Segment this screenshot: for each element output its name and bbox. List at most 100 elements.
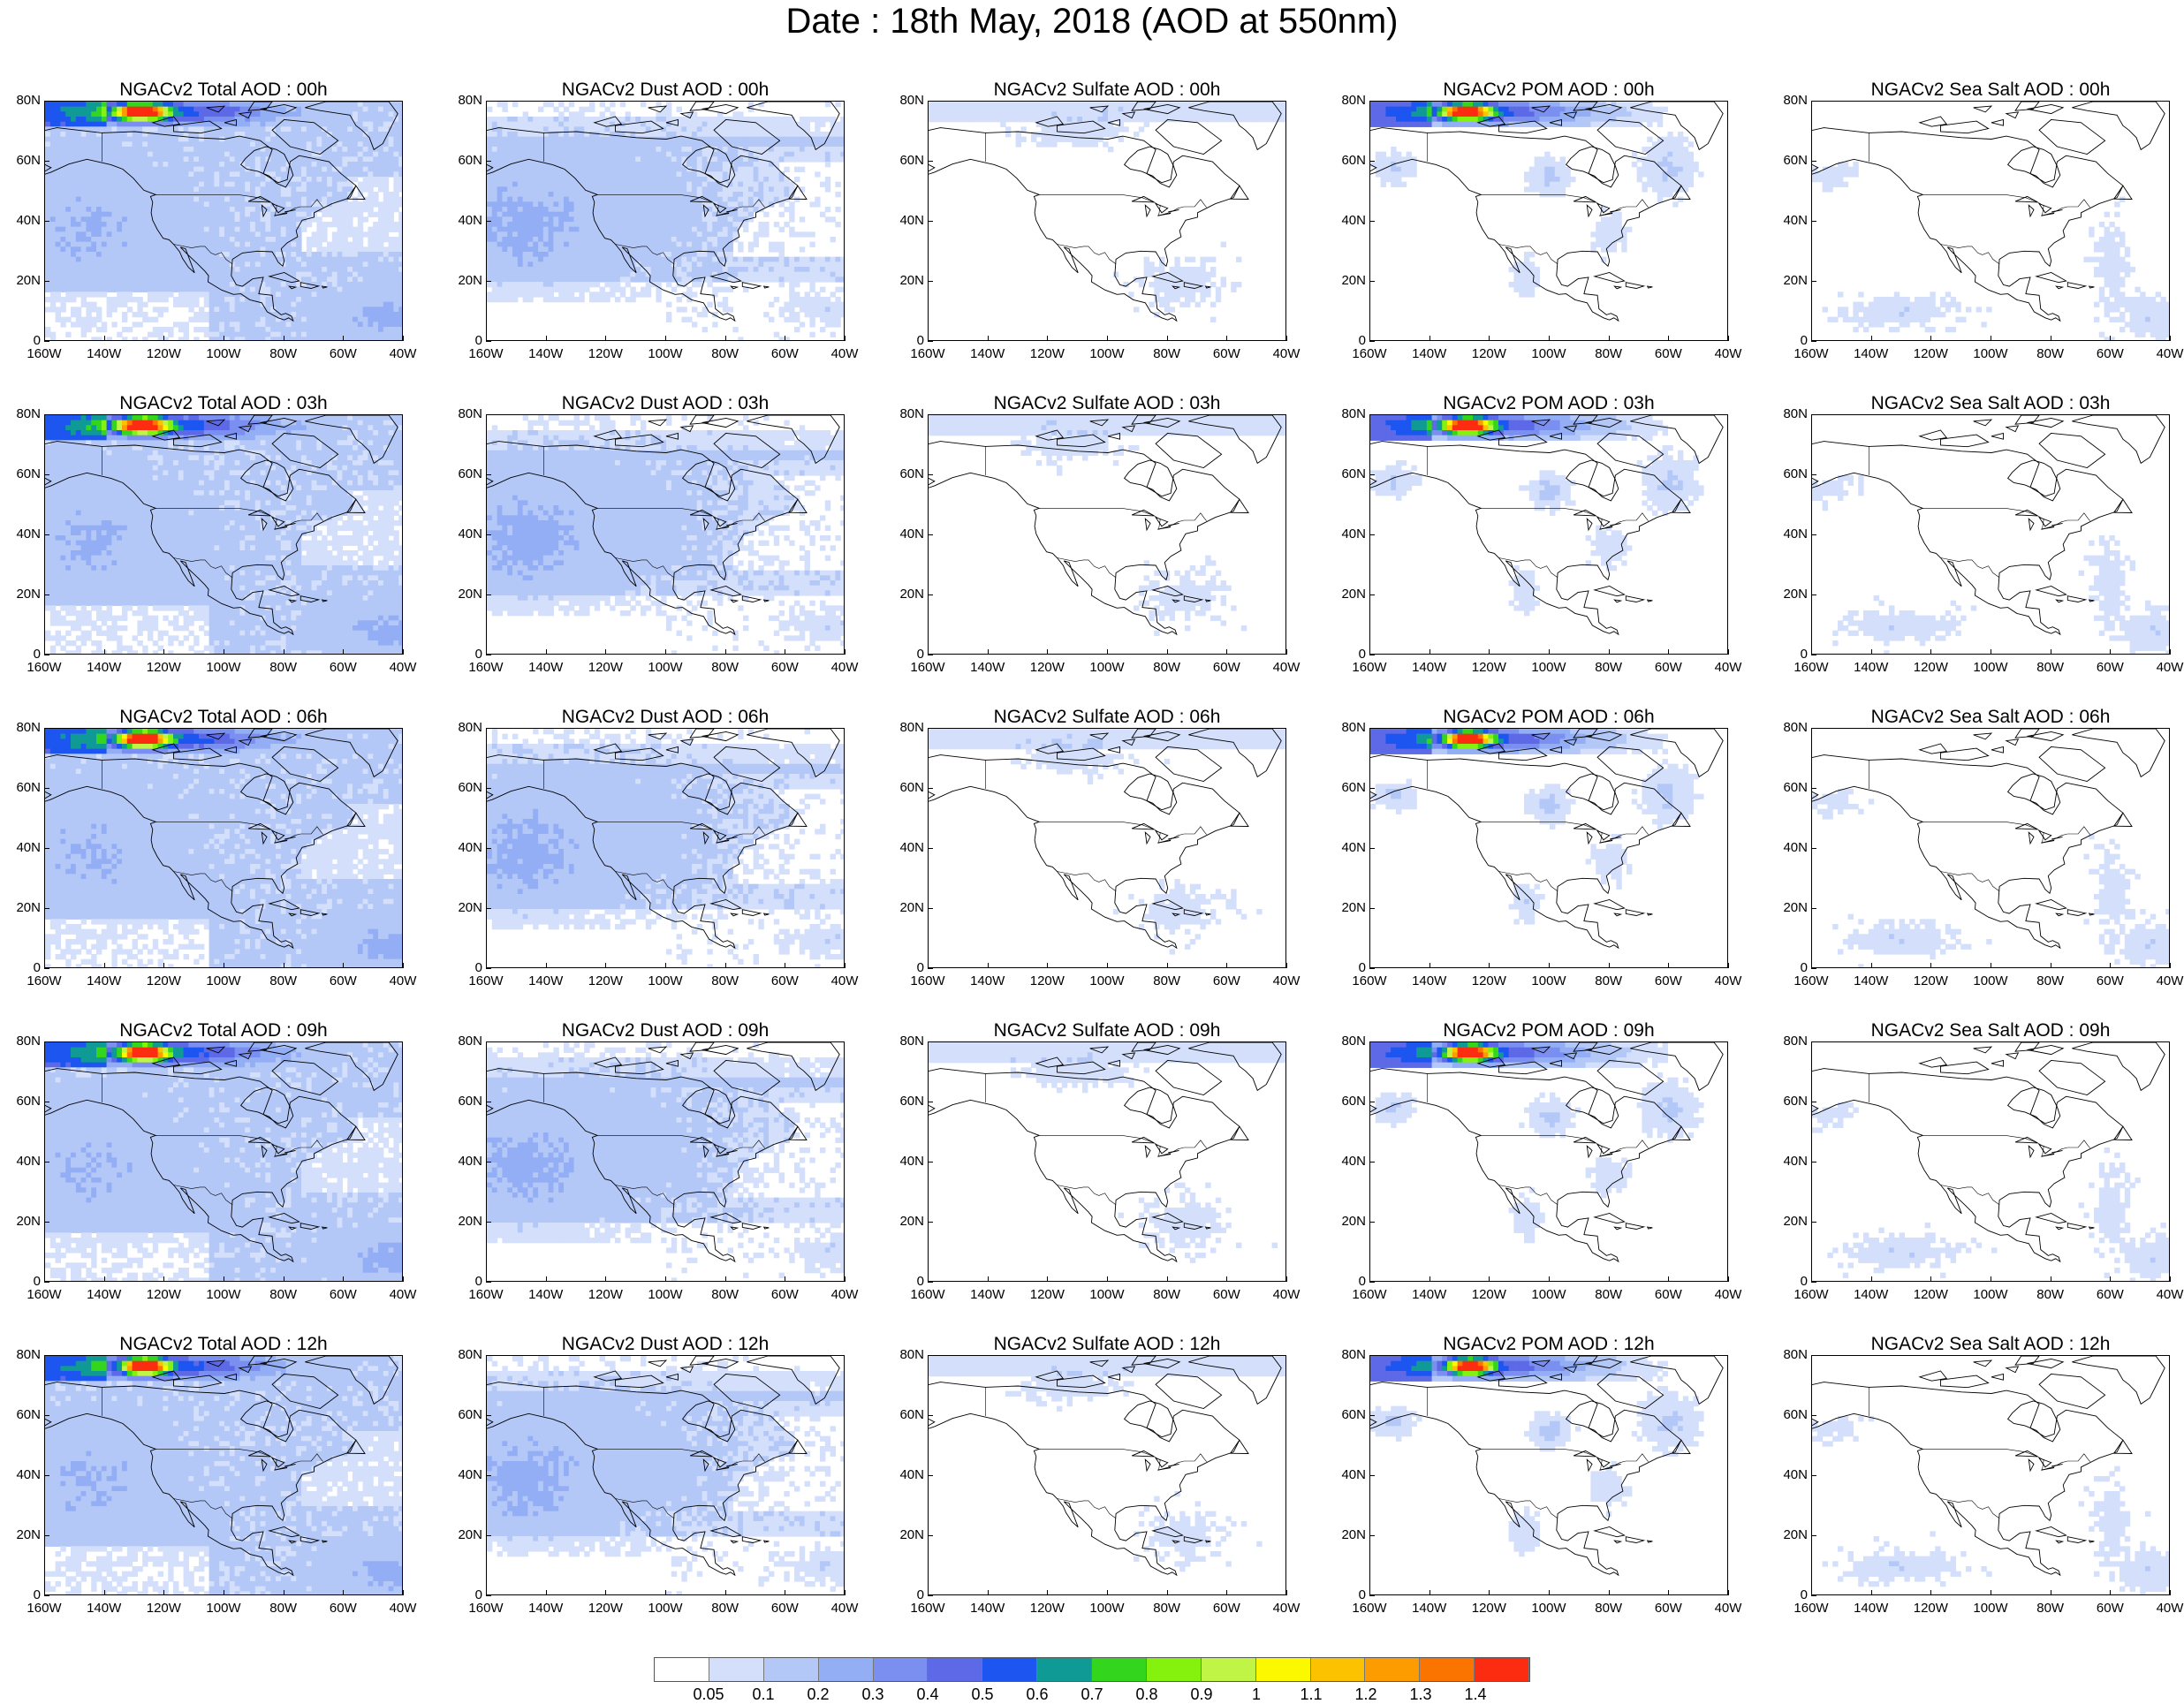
y-tick-label: 60N <box>887 153 924 168</box>
x-tick <box>1609 963 1610 968</box>
coastline <box>2008 1401 2060 1442</box>
aod-map <box>1811 101 2170 341</box>
x-tick <box>44 1276 45 1282</box>
x-tick <box>1811 963 1812 968</box>
x-tick-label: 120W <box>579 973 632 988</box>
x-tick-label: 60W <box>316 660 369 675</box>
x-tick-label: 60W <box>1642 660 1695 675</box>
x-tick-label: 160W <box>1343 660 1396 675</box>
aod-field <box>1812 729 2170 968</box>
x-tick <box>1930 649 1931 655</box>
coastline <box>1812 1382 2123 1576</box>
coastline <box>1574 1450 1596 1457</box>
x-tick <box>163 1276 164 1282</box>
x-tick-label: 120W <box>1904 1601 1957 1616</box>
colorbar-swatch <box>1202 1658 1256 1681</box>
aod-field <box>45 102 403 341</box>
x-tick-label: 80W <box>2024 1287 2077 1302</box>
x-tick-label: 160W <box>459 346 512 361</box>
x-tick <box>2170 336 2171 341</box>
x-tick <box>104 1276 105 1282</box>
x-tick-label: 140W <box>1403 660 1456 675</box>
x-tick <box>928 649 929 655</box>
panel-title: NGACv2 Sea Salt AOD : 12h <box>1811 1334 2170 1355</box>
coastline <box>1648 286 1653 288</box>
coastline <box>2114 813 2132 826</box>
y-tick-label: 80N <box>445 406 482 421</box>
coastline <box>2039 518 2051 526</box>
y-tick <box>44 1222 49 1223</box>
aod-map <box>1369 414 1728 655</box>
coastline <box>1156 433 1222 467</box>
x-tick-label: 120W <box>137 1287 190 1302</box>
colorbar-swatch <box>764 1658 819 1681</box>
y-tick-label: 80N <box>1771 720 1808 735</box>
y-tick-label: 20N <box>887 273 924 288</box>
y-tick <box>1369 474 1375 475</box>
x-tick-label: 80W <box>257 973 310 988</box>
coastline <box>1156 1060 1222 1094</box>
x-tick <box>104 1590 105 1595</box>
x-tick-label: 40W <box>818 346 871 361</box>
x-tick <box>1167 336 1168 341</box>
y-tick-label: 20N <box>445 273 482 288</box>
coastline <box>1626 596 1643 602</box>
y-tick-label: 80N <box>1329 406 1366 421</box>
x-tick-label: 60W <box>1200 1287 1253 1302</box>
x-tick <box>1429 649 1430 655</box>
political-border <box>1039 822 1207 843</box>
y-tick-label: 80N <box>445 1347 482 1362</box>
aod-cells <box>45 415 403 655</box>
y-tick <box>928 1041 933 1042</box>
x-tick <box>44 336 45 341</box>
panel-title: NGACv2 POM AOD : 09h <box>1369 1020 1728 1041</box>
x-tick-label: 120W <box>579 346 632 361</box>
aod-map <box>928 414 1286 655</box>
y-tick-label: 60N <box>1771 153 1808 168</box>
x-tick-label: 160W <box>459 1601 512 1616</box>
x-tick <box>1811 649 1812 655</box>
aod-cells <box>45 1356 403 1595</box>
aod-field <box>1370 102 1728 341</box>
x-tick <box>1811 336 1812 341</box>
coastline <box>2039 1374 2105 1408</box>
x-tick-label: 40W <box>2143 1601 2184 1616</box>
coastline <box>1812 442 2123 635</box>
x-tick <box>1668 336 1669 341</box>
x-tick <box>104 963 105 968</box>
y-tick <box>44 1475 49 1476</box>
x-tick <box>1871 963 1872 968</box>
x-tick-label: 60W <box>758 1601 811 1616</box>
aod-map <box>44 101 403 341</box>
x-tick-label: 100W <box>197 1287 250 1302</box>
y-tick-label: 20N <box>887 587 924 602</box>
x-tick-label: 40W <box>818 1601 871 1616</box>
coastline <box>1125 460 1177 501</box>
coastline <box>1991 746 2004 753</box>
aod-field <box>1812 415 2170 655</box>
y-tick-label: 60N <box>1329 780 1366 795</box>
coastline <box>1974 420 1991 426</box>
x-tick-label: 60W <box>2083 660 2136 675</box>
x-tick-label: 160W <box>18 1601 71 1616</box>
y-tick <box>44 414 49 415</box>
x-tick <box>1489 649 1490 655</box>
y-tick <box>44 1162 49 1163</box>
y-tick <box>1811 1355 1816 1356</box>
x-tick <box>928 1276 929 1282</box>
x-tick-label: 140W <box>1403 1287 1456 1302</box>
x-tick <box>1167 1276 1168 1282</box>
x-tick <box>665 963 666 968</box>
x-tick <box>343 649 344 655</box>
x-tick-label: 100W <box>1964 1601 2017 1616</box>
y-tick-label: 40N <box>1771 1154 1808 1169</box>
y-tick-label: 60N <box>445 1094 482 1109</box>
x-tick <box>928 336 929 341</box>
x-tick <box>1429 336 1430 341</box>
colorbar-swatch <box>709 1658 764 1681</box>
aod-cells <box>929 415 1286 636</box>
x-tick <box>988 336 989 341</box>
y-tick <box>1369 1595 1375 1596</box>
